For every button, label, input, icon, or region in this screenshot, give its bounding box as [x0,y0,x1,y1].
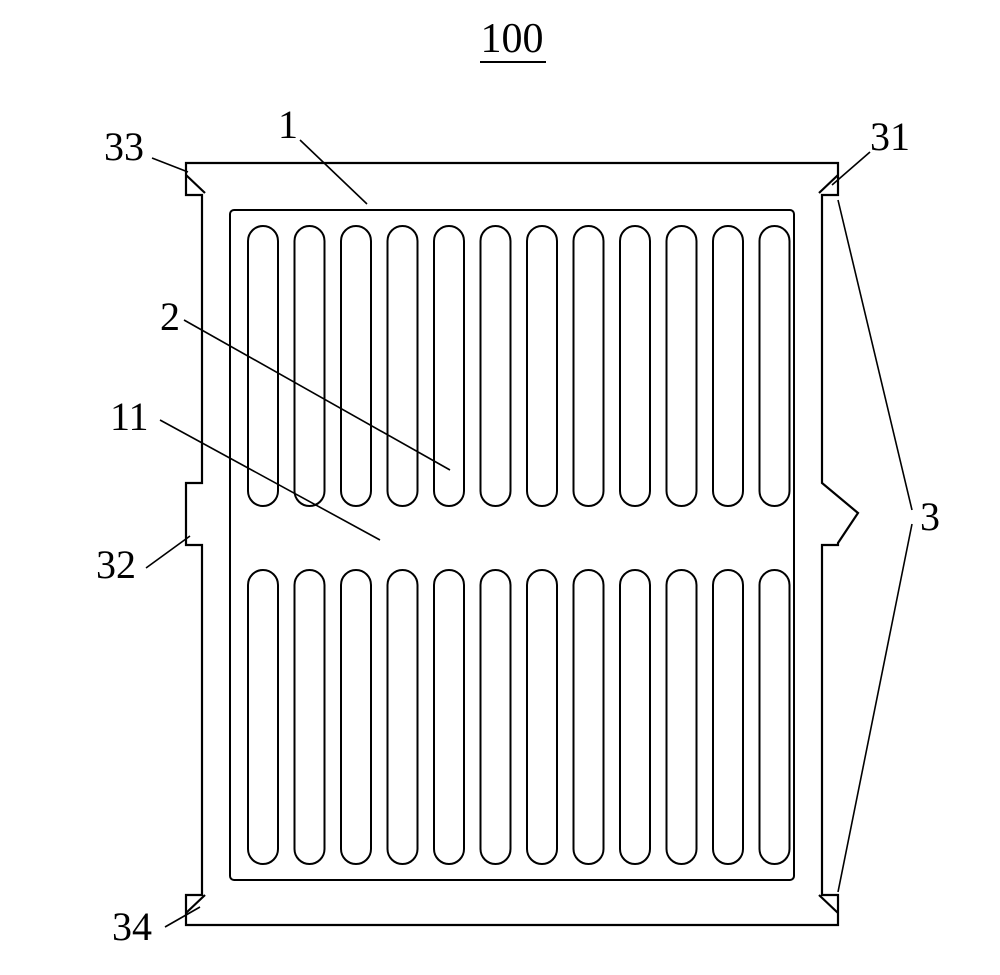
lbl-11: 11 [110,394,149,439]
lbl-32: 32 [96,542,136,587]
lbl-2: 2 [160,294,180,339]
lbl-33: 33 [104,124,144,169]
lbl-34: 34 [112,904,152,949]
fig-100: 100 [481,16,544,62]
lbl-3: 3 [920,494,940,539]
lbl-31: 31 [870,114,910,159]
lbl-1: 1 [278,102,298,147]
engineering-diagram: 100 1 33 31 2 11 3 32 34 [0,0,1000,975]
